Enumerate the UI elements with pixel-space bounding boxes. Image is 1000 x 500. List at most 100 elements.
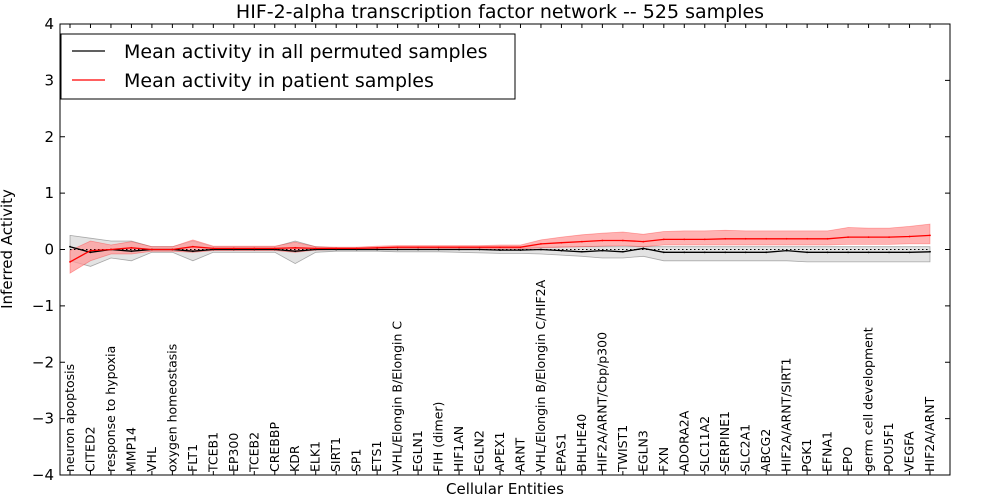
point-series-1 xyxy=(151,248,153,251)
x-category-label: SERPINE1 xyxy=(717,411,732,472)
x-category-label: SLC11A2 xyxy=(697,416,712,472)
point-series-1 xyxy=(908,235,911,238)
point-series-1 xyxy=(478,246,481,249)
x-category-label: POU5F1 xyxy=(881,422,896,472)
point-series-0 xyxy=(458,248,460,251)
legend: Mean activity in all permuted samples Me… xyxy=(60,33,516,100)
point-series-1 xyxy=(929,234,931,237)
x-category-label: HIF1AN xyxy=(451,426,466,472)
point-series-1 xyxy=(642,240,645,243)
plot-area xyxy=(69,223,931,274)
point-series-1 xyxy=(499,246,501,249)
x-category-label: ABCG2 xyxy=(758,429,773,472)
point-series-0 xyxy=(621,250,624,253)
x-category-label: neuron apoptosis xyxy=(62,364,77,472)
point-series-1 xyxy=(888,236,890,238)
y-tick-label: 1 xyxy=(44,184,54,202)
point-series-1 xyxy=(437,246,440,249)
point-series-1 xyxy=(191,245,194,248)
point-series-1 xyxy=(621,239,624,242)
point-series-0 xyxy=(765,251,768,254)
x-category-label: ETS1 xyxy=(369,441,384,472)
y-tick-label: 0 xyxy=(44,241,54,259)
x-category-label: SIRT1 xyxy=(328,437,343,472)
point-series-0 xyxy=(69,245,71,248)
point-series-0 xyxy=(683,251,686,254)
x-category-label: oxygen homeostasis xyxy=(164,344,179,472)
point-series-1 xyxy=(806,237,809,240)
point-series-1 xyxy=(540,242,542,245)
legend-label-patient: Mean activity in patient samples xyxy=(124,70,434,92)
x-category-label: EGLN1 xyxy=(410,430,425,472)
y-tick-label: 3 xyxy=(44,71,54,89)
x-category-label: EFNA1 xyxy=(820,431,835,472)
point-series-1 xyxy=(519,246,522,249)
point-series-1 xyxy=(826,237,829,240)
point-series-1 xyxy=(253,247,256,250)
point-series-1 xyxy=(560,241,563,244)
point-series-1 xyxy=(765,237,768,240)
point-series-0 xyxy=(642,247,645,250)
point-series-0 xyxy=(130,250,133,253)
point-series-0 xyxy=(724,251,727,254)
point-series-1 xyxy=(376,246,379,249)
point-series-0 xyxy=(417,248,419,251)
y-axis-label: Inferred Activity xyxy=(0,189,16,309)
x-category-label: EPAS1 xyxy=(553,433,568,472)
point-series-1 xyxy=(458,246,460,249)
point-series-0 xyxy=(499,249,501,251)
point-series-0 xyxy=(785,249,788,252)
point-series-0 xyxy=(908,251,911,254)
point-series-0 xyxy=(294,250,297,253)
x-category-label: germ cell development xyxy=(861,327,876,472)
point-series-1 xyxy=(130,246,133,249)
x-axis-label: Cellular Entities xyxy=(446,480,564,498)
x-category-label: EP300 xyxy=(226,433,241,472)
point-series-0 xyxy=(519,249,522,251)
x-category-label: HIF2A/ARNT/Cbp/p300 xyxy=(594,332,609,472)
x-category-label: VHL/Elongin B/Elongin C xyxy=(390,321,405,472)
point-series-1 xyxy=(785,237,788,240)
x-category-label: HIF2A/ARNT/SIRT1 xyxy=(779,358,794,472)
legend-label-permuted: Mean activity in all permuted samples xyxy=(124,41,487,63)
point-series-0 xyxy=(560,249,563,252)
x-category-label: response to hypoxia xyxy=(103,346,118,472)
point-series-1 xyxy=(396,246,399,249)
x-category-label: TCEB2 xyxy=(246,432,261,473)
point-series-1 xyxy=(662,238,665,241)
point-series-1 xyxy=(110,248,112,251)
point-series-0 xyxy=(662,251,665,254)
x-category-label: KDR xyxy=(287,445,302,472)
point-series-0 xyxy=(847,251,849,254)
point-series-1 xyxy=(867,236,870,238)
y-tick-label: −3 xyxy=(32,410,54,428)
y-axis: −4 −3 −2 −1 0 1 2 3 4 xyxy=(32,15,950,484)
x-category-label: FIH (dimer) xyxy=(431,402,446,472)
x-category-label: CITED2 xyxy=(83,426,98,472)
x-category-label: BHLHE40 xyxy=(574,414,589,472)
x-category-label: SLC2A1 xyxy=(738,424,753,472)
point-series-0 xyxy=(191,250,194,253)
point-series-0 xyxy=(478,248,481,251)
point-series-0 xyxy=(867,251,870,254)
y-tick-label: −1 xyxy=(32,297,54,315)
x-category-label: VHL xyxy=(144,447,159,472)
x-category-label: EGLN2 xyxy=(472,430,487,472)
point-series-0 xyxy=(396,248,399,251)
point-series-1 xyxy=(89,249,92,252)
point-series-1 xyxy=(212,247,215,250)
x-axis-category-labels: neuron apoptosis CITED2 response to hypoxi… xyxy=(62,24,937,475)
point-series-1 xyxy=(335,247,338,250)
point-series-1 xyxy=(273,247,276,250)
point-series-0 xyxy=(581,250,583,253)
x-category-label: ADORA2A xyxy=(676,410,691,472)
x-category-label: VEGFA xyxy=(902,431,917,472)
x-category-label: SP1 xyxy=(349,449,364,472)
x-category-label: FLT1 xyxy=(185,444,200,472)
point-series-0 xyxy=(89,251,92,254)
x-category-label: TCEB1 xyxy=(205,432,220,473)
point-series-1 xyxy=(294,246,297,249)
x-category-label: ARNT xyxy=(513,437,528,472)
y-tick-label: 4 xyxy=(44,15,54,33)
